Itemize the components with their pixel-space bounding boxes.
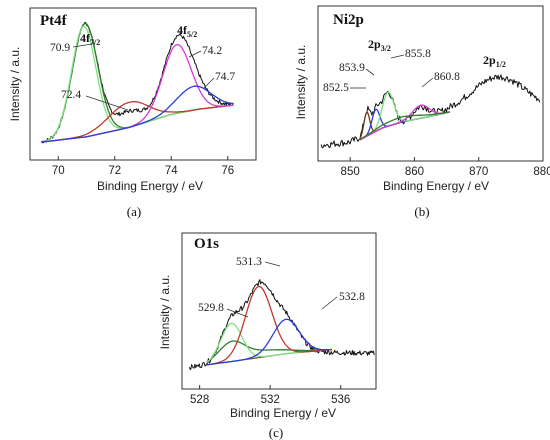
leader-860-8: [421, 77, 434, 88]
curves-c: [188, 279, 375, 371]
panel-caption-a: (a): [127, 204, 141, 219]
plot-frame-a: [29, 7, 257, 161]
panel-caption-c: (c): [269, 425, 283, 440]
peak-labels-a: 4f7/2 4f5/2: [80, 23, 197, 47]
panel-pt4f: Pt4f Intensity / a.u. Binding Energy / e…: [8, 7, 257, 219]
panel-title-a: Pt4f: [40, 13, 68, 29]
x-ticks-b: 850 860 870 880: [341, 157, 550, 178]
x-ticks-c: 528 532 536: [190, 385, 350, 406]
x-tick-label-c-1: 532: [261, 394, 280, 406]
fit-curve-c-1: [206, 340, 332, 363]
fit-curve-c-3: [206, 285, 332, 366]
fit-curve-b-4: [359, 104, 450, 141]
fit-curve-c-2: [206, 322, 332, 363]
x-axis-label-a: Binding Energy / eV: [97, 179, 203, 193]
panel-caption-b: (b): [414, 204, 429, 219]
x-tick-label-a-2: 74: [165, 165, 178, 177]
x-tick-label-c-0: 528: [190, 394, 209, 406]
annotation-853-9: 853.9: [339, 62, 365, 74]
panel-o1s: O1s Intensity / a.u. Binding Energy / eV…: [158, 232, 377, 440]
peak-label-4f72: 4f7/2: [80, 31, 100, 47]
annotation-72-4: 72.4: [61, 89, 81, 101]
x-tick-label-b-1: 860: [405, 166, 424, 178]
leader-853-9: [365, 68, 375, 76]
annotations-c: 531.3 529.8 532.8: [198, 256, 365, 318]
peak-label-2p32: 2p3/2: [368, 37, 391, 53]
curves-a: [41, 21, 234, 144]
annotation-532-8: 532.8: [339, 291, 365, 303]
x-tick-label-b-3: 880: [533, 166, 550, 178]
annotation-74-7: 74.7: [215, 71, 235, 83]
leader-531-3: [264, 261, 281, 267]
fit-curve-a-5: [41, 85, 234, 143]
leader-532-8: [321, 296, 338, 310]
x-tick-label-a-0: 70: [52, 165, 65, 177]
x-tick-label-b-2: 870: [469, 166, 488, 178]
plot-frame-c: [181, 232, 377, 390]
annotation-531-3: 531.3: [236, 256, 262, 268]
leader-74-7: [203, 77, 215, 89]
annotation-855-8: 855.8: [405, 48, 431, 60]
annotation-529-8: 529.8: [198, 302, 224, 314]
leader-72-4: [85, 95, 129, 111]
fit-curve-a-3: [41, 101, 234, 143]
raw-spectrum-b-0: [320, 74, 541, 149]
x-ticks-a: 70 72 74 76: [52, 156, 234, 177]
y-axis-label-b: Intensity / a.u.: [294, 45, 308, 120]
peak-label-2p12: 2p1/2: [483, 53, 506, 69]
annotation-70-9: 70.9: [50, 42, 70, 54]
x-tick-label-a-1: 72: [108, 165, 121, 177]
annotation-74-2: 74.2: [202, 45, 222, 57]
peak-labels-b: 2p3/2 2p1/2: [368, 37, 506, 69]
fit-curve-c-4: [206, 318, 332, 366]
fit-curve-b-5: [359, 111, 450, 141]
x-axis-label-c: Binding Energy / eV: [230, 406, 336, 420]
y-axis-label-c: Intensity / a.u.: [158, 275, 172, 350]
leader-70-9: [72, 43, 93, 48]
plot-frame-b: [317, 5, 544, 162]
panel-ni2p: Ni2p Intensity / a.u. Binding Energy / e…: [294, 5, 550, 219]
leader-529-8: [226, 308, 249, 318]
curves-b: [320, 74, 541, 149]
panel-title-c: O1s: [194, 236, 219, 252]
panel-title-b: Ni2p: [333, 12, 364, 28]
x-tick-label-c-2: 536: [331, 394, 350, 406]
y-axis-label-a: Intensity / a.u.: [8, 47, 22, 122]
annotation-852-5: 852.5: [323, 82, 349, 94]
x-tick-label-b-0: 850: [341, 166, 360, 178]
annotation-860-8: 860.8: [434, 71, 460, 83]
leader-855-8: [390, 54, 405, 59]
leader-74-2: [188, 50, 202, 58]
annotations-a: 70.9 72.4 74.2 74.7: [50, 42, 235, 111]
annotations-b: 852.5 853.9 855.8 860.8: [323, 48, 460, 94]
x-axis-label-b: Binding Energy / eV: [383, 179, 489, 193]
x-tick-label-a-3: 76: [221, 165, 234, 177]
peak-label-4f52: 4f5/2: [177, 23, 197, 39]
